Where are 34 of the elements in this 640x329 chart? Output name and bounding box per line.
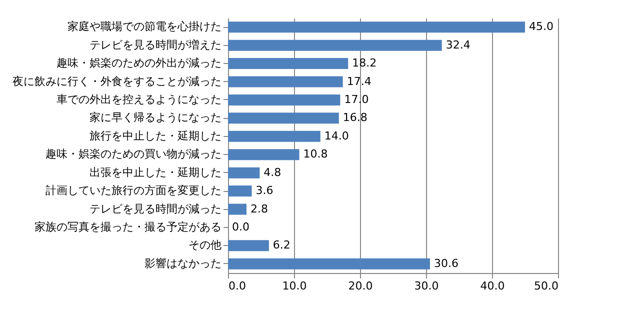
x-tick-label: 50.0: [534, 280, 558, 292]
y-tick-label: テレビを見る時間が増えた: [90, 38, 222, 52]
y-tick-label: テレビを見る時間が減った: [90, 202, 222, 216]
y-tick-label: 計画していた旅行の方面を変更した: [46, 184, 222, 198]
data-label: 3.6: [256, 184, 274, 198]
x-tick-label: 10.0: [282, 280, 307, 292]
data-label: 16.8: [342, 111, 368, 124]
x-tick-label: 40.0: [480, 280, 505, 292]
y-tick-label: 家庭や職場での節電を心掛けた: [68, 20, 222, 34]
data-label: 17.4: [346, 74, 372, 88]
y-tick-label: 趣味・娯楽のための外出が減った: [56, 56, 222, 70]
x-tick-label: 0.0: [228, 280, 246, 292]
data-label: 2.8: [250, 202, 268, 216]
y-tick-label: 影響はなかった: [144, 256, 222, 270]
y-tick-label: 家族の写真を撮った・撮る予定がある: [34, 220, 222, 234]
x-tick-label: 30.0: [414, 280, 439, 292]
data-label: 17.0: [344, 92, 369, 106]
data-label: 30.6: [434, 256, 458, 270]
data-label: 10.8: [303, 148, 328, 161]
data-label: 0.0: [232, 220, 250, 234]
y-tick-label: 旅行を中止した・延期した: [90, 129, 222, 142]
y-tick-label: 車での外出を控えるようになった: [56, 92, 222, 106]
x-tick-label: 20.0: [348, 280, 373, 292]
data-label: 18.2: [352, 56, 377, 70]
y-tick-label: 趣味・娯楽のための買い物が減った: [46, 148, 222, 161]
data-label: 45.0: [529, 20, 554, 34]
data-label: 14.0: [324, 129, 349, 142]
data-label: 6.2: [272, 238, 290, 252]
y-tick-label: その他: [188, 238, 222, 252]
y-tick-label: 家に早く帰るようになった: [90, 111, 222, 124]
data-label: 32.4: [446, 38, 470, 52]
data-label: 4.8: [264, 166, 282, 179]
y-tick-label: 出張を中止した・延期した: [90, 166, 222, 179]
y-tick-label: 夜に飲みに行く・外食をすることが減った: [12, 74, 222, 88]
